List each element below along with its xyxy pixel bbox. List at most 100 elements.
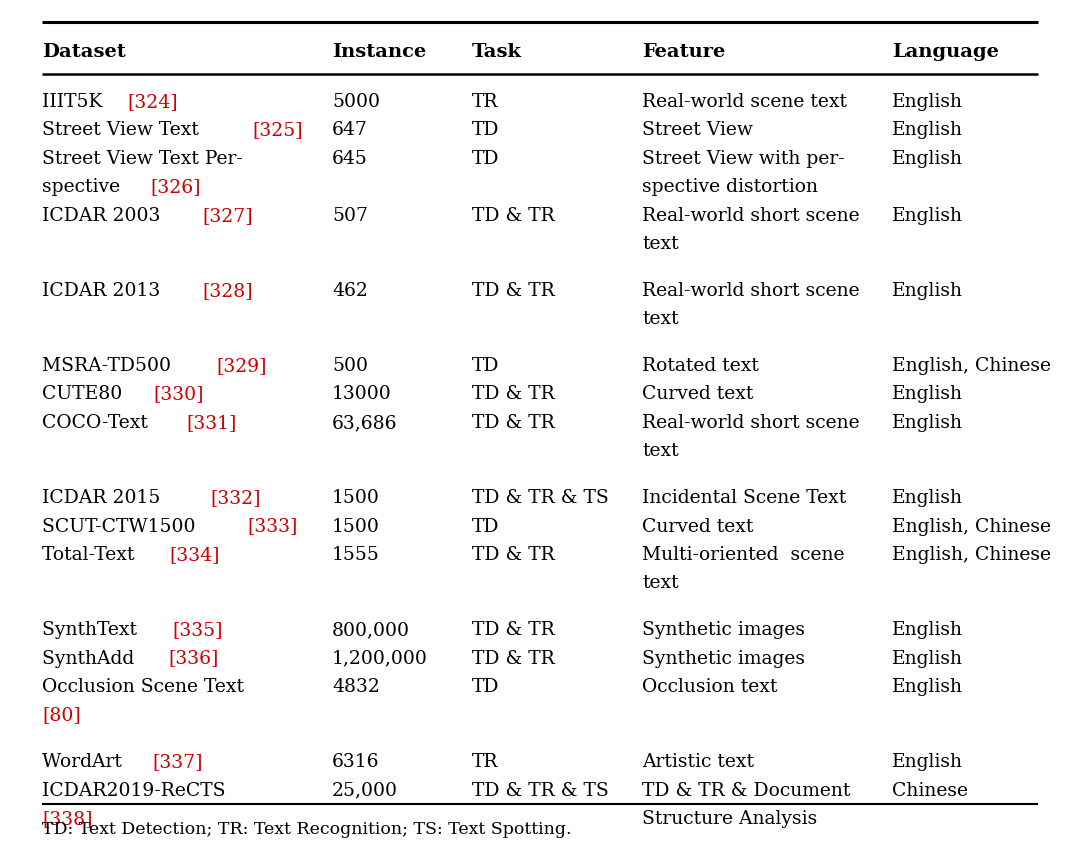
Text: Street View Text Per-: Street View Text Per- [42, 150, 243, 168]
Text: TD & TR: TD & TR [472, 620, 555, 638]
Text: English: English [892, 752, 963, 770]
Text: 25,000: 25,000 [332, 780, 399, 798]
Text: spective distortion: spective distortion [642, 178, 818, 196]
Text: Street View Text: Street View Text [42, 121, 205, 140]
Text: [328]: [328] [202, 282, 253, 300]
Text: TD: TD [472, 357, 499, 375]
Text: 500: 500 [332, 357, 368, 375]
Text: Structure Analysis: Structure Analysis [642, 809, 818, 827]
Text: Occlusion Scene Text: Occlusion Scene Text [42, 677, 249, 695]
Text: English: English [892, 93, 963, 111]
Text: TD & TR: TD & TR [472, 413, 555, 431]
Text: 647: 647 [332, 121, 368, 140]
Text: 507: 507 [332, 207, 368, 225]
Text: Incidental Scene Text: Incidental Scene Text [642, 488, 847, 506]
Text: spective: spective [42, 178, 126, 196]
Text: [325]: [325] [252, 121, 302, 140]
Text: MSRA-TD500: MSRA-TD500 [42, 357, 177, 375]
Text: TD: TD [472, 150, 499, 168]
Text: [329]: [329] [216, 357, 267, 375]
Text: SynthText: SynthText [42, 620, 143, 638]
Text: [338]: [338] [42, 809, 93, 827]
Text: Curved text: Curved text [642, 385, 754, 403]
Text: ICDAR 2015: ICDAR 2015 [42, 488, 173, 506]
Text: text: text [642, 442, 678, 460]
Text: 1,200,000: 1,200,000 [332, 648, 428, 667]
Text: TD & TR: TD & TR [472, 648, 555, 667]
Text: 645: 645 [332, 150, 368, 168]
Text: TD & TR: TD & TR [472, 545, 555, 563]
Text: English: English [892, 677, 963, 695]
Text: Multi-oriented  scene: Multi-oriented scene [642, 545, 845, 563]
Text: Task: Task [472, 43, 522, 61]
Text: text: text [642, 574, 678, 592]
Text: Real-world short scene: Real-world short scene [642, 207, 860, 225]
Text: Real-world short scene: Real-world short scene [642, 282, 860, 300]
Text: ICDAR 2003: ICDAR 2003 [42, 207, 166, 225]
Text: WordArt: WordArt [42, 752, 127, 770]
Text: TD & TR: TD & TR [472, 207, 555, 225]
Text: TD: TD [472, 517, 499, 535]
Text: [335]: [335] [173, 620, 222, 638]
Text: Real-world scene text: Real-world scene text [642, 93, 847, 111]
Text: TD: Text Detection; TR: Text Recognition; TS: Text Spotting.: TD: Text Detection; TR: Text Recognition… [42, 820, 571, 837]
Text: Occlusion text: Occlusion text [642, 677, 778, 695]
Text: Real-world short scene: Real-world short scene [642, 413, 860, 431]
Text: Synthetic images: Synthetic images [642, 620, 805, 638]
Text: 1500: 1500 [332, 517, 380, 535]
Text: [326]: [326] [150, 178, 201, 196]
Text: [332]: [332] [211, 488, 260, 506]
Text: text: text [642, 310, 678, 328]
Text: Chinese: Chinese [892, 780, 968, 798]
Text: Synthetic images: Synthetic images [642, 648, 805, 667]
Text: English, Chinese: English, Chinese [892, 357, 1051, 375]
Text: Language: Language [892, 43, 999, 61]
Text: English: English [892, 488, 963, 506]
Text: English: English [892, 121, 963, 140]
Text: English, Chinese: English, Chinese [892, 545, 1051, 563]
Text: Curved text: Curved text [642, 517, 754, 535]
Text: [333]: [333] [247, 517, 298, 535]
Text: TD & TR & Document: TD & TR & Document [642, 780, 850, 798]
Text: TD & TR: TD & TR [472, 282, 555, 300]
Text: 1500: 1500 [332, 488, 380, 506]
Text: 800,000: 800,000 [332, 620, 410, 638]
Text: SCUT-CTW1500: SCUT-CTW1500 [42, 517, 202, 535]
Text: CUTE80: CUTE80 [42, 385, 129, 403]
Text: [80]: [80] [42, 705, 81, 723]
Text: SynthAdd: SynthAdd [42, 648, 140, 667]
Text: English: English [892, 150, 963, 168]
Text: English: English [892, 413, 963, 431]
Text: TR: TR [472, 93, 499, 111]
Text: English: English [892, 620, 963, 638]
Text: English: English [892, 648, 963, 667]
Text: ICDAR 2013: ICDAR 2013 [42, 282, 166, 300]
Text: Instance: Instance [332, 43, 427, 61]
Text: [331]: [331] [187, 413, 237, 431]
Text: English: English [892, 385, 963, 403]
Text: COCO-Text: COCO-Text [42, 413, 153, 431]
Text: Rotated text: Rotated text [642, 357, 759, 375]
Text: English: English [892, 282, 963, 300]
Text: TD: TD [472, 121, 499, 140]
Text: English: English [892, 207, 963, 225]
Text: TD & TR: TD & TR [472, 385, 555, 403]
Text: [324]: [324] [127, 93, 178, 111]
Text: [334]: [334] [168, 545, 219, 563]
Text: 462: 462 [332, 282, 368, 300]
Text: Street View with per-: Street View with per- [642, 150, 845, 168]
Text: ICDAR2019-ReCTS: ICDAR2019-ReCTS [42, 780, 231, 798]
Text: [336]: [336] [168, 648, 219, 667]
Text: [337]: [337] [152, 752, 203, 770]
Text: 5000: 5000 [332, 93, 380, 111]
Text: 6316: 6316 [332, 752, 379, 770]
Text: [327]: [327] [202, 207, 253, 225]
Text: 13000: 13000 [332, 385, 392, 403]
Text: TR: TR [472, 752, 499, 770]
Text: TD & TR & TS: TD & TR & TS [472, 488, 609, 506]
Text: TD: TD [472, 677, 499, 695]
Text: Dataset: Dataset [42, 43, 125, 61]
Text: Feature: Feature [642, 43, 726, 61]
Text: TD & TR & TS: TD & TR & TS [472, 780, 609, 798]
Text: Artistic text: Artistic text [642, 752, 754, 770]
